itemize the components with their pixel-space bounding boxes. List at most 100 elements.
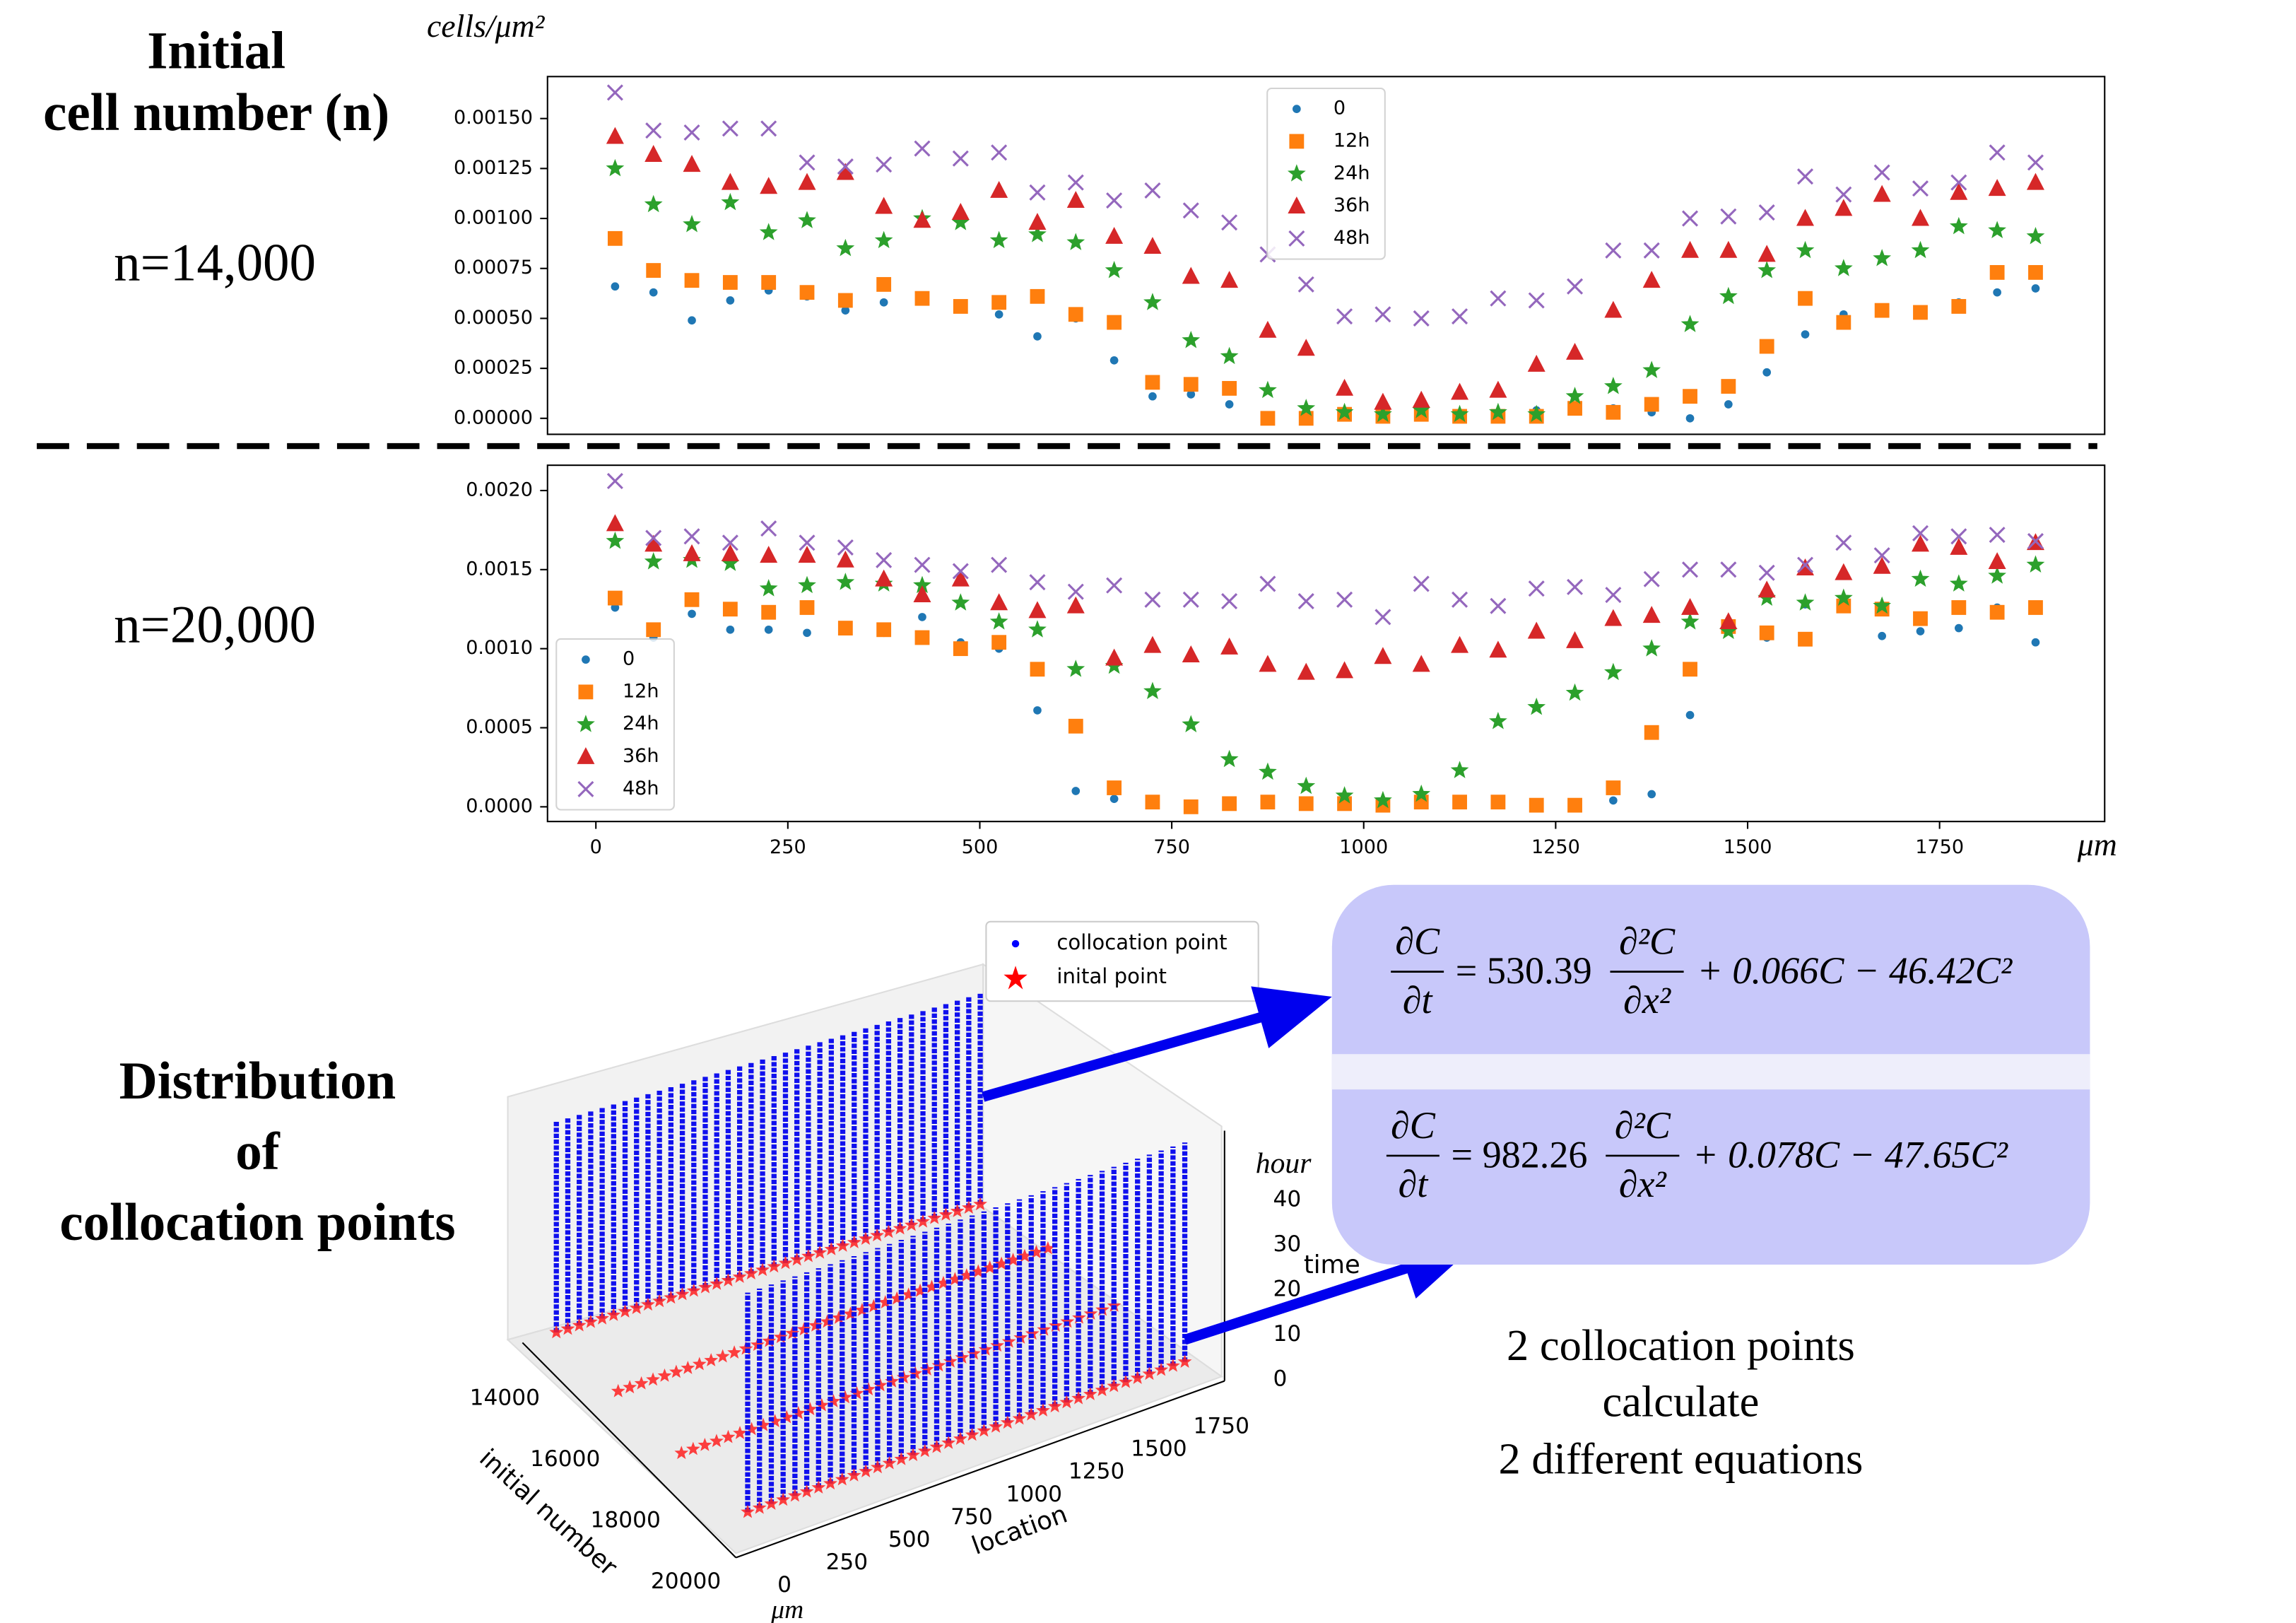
point (1071, 787, 1081, 795)
point (1220, 749, 1239, 768)
initial-point (808, 1318, 823, 1332)
point (1183, 377, 1199, 392)
initial-point (744, 1422, 759, 1436)
initial-point (1037, 1322, 1052, 1336)
initial-point (870, 1228, 885, 1242)
point (606, 514, 624, 532)
point (1988, 179, 2006, 197)
point (1336, 378, 1354, 396)
point (1222, 796, 1237, 812)
initial-point (1048, 1318, 1063, 1332)
distribution-title: collocation points (59, 1193, 455, 1252)
point (611, 282, 620, 291)
initial-point (953, 1431, 967, 1446)
point (1066, 233, 1085, 250)
point (1606, 404, 1621, 420)
initial-point (787, 1488, 802, 1502)
point (913, 575, 931, 594)
point (1954, 623, 1963, 633)
point (2027, 154, 2044, 171)
point (649, 288, 658, 297)
point (1029, 574, 1046, 591)
initial-point (1060, 1314, 1075, 1328)
point (1873, 556, 1891, 574)
initial-point (1040, 1241, 1055, 1255)
point (1259, 320, 1277, 338)
point (1950, 537, 1968, 555)
point (1187, 390, 1196, 399)
point (876, 551, 893, 568)
point (1412, 655, 1430, 672)
initial-point (652, 1294, 667, 1308)
initial-point (835, 1472, 849, 1486)
initial-point (681, 1360, 695, 1374)
initial-point (698, 1279, 712, 1294)
point (1835, 199, 1853, 216)
point (989, 612, 1008, 630)
point (1220, 637, 1239, 655)
fraction-num: ∂C (1395, 920, 1440, 963)
y-tick-label: 0.00050 (454, 307, 533, 329)
initial-point (1001, 1334, 1016, 1348)
point (953, 641, 968, 657)
point (683, 544, 701, 561)
point (1681, 240, 1700, 258)
point (1109, 356, 1119, 365)
point (1527, 404, 1546, 423)
point (1685, 710, 1695, 720)
legend-marker (1287, 164, 1306, 182)
point (1412, 400, 1431, 418)
point (1873, 249, 1892, 266)
point (1182, 266, 1200, 284)
equation-divider (1331, 1054, 2090, 1090)
point (1182, 202, 1199, 219)
initial-point (1142, 1366, 1157, 1381)
point (1297, 339, 1315, 356)
initial-point (1071, 1390, 1086, 1405)
initial-point (767, 1414, 782, 1428)
point (991, 144, 1008, 161)
initial-point (832, 1311, 846, 1324)
caption: 2 collocation points (1507, 1320, 1855, 1370)
point (1489, 380, 1507, 398)
point (803, 628, 811, 638)
point (1685, 414, 1695, 423)
initial-point (959, 1267, 974, 1282)
initial-point (733, 1426, 747, 1439)
initial-point (796, 1322, 811, 1336)
point (1680, 315, 1700, 332)
y-tick-label: 0.0010 (466, 637, 533, 659)
initial-point (849, 1385, 864, 1400)
point (760, 546, 778, 563)
point (1336, 308, 1353, 325)
point (1913, 305, 1928, 320)
x-tick-label: 750 (1153, 836, 1190, 858)
point (1528, 292, 1545, 309)
point (1489, 712, 1507, 730)
equation-rest: + 0.066C − 46.42C² (1697, 949, 2013, 992)
tick-label: 0 (1273, 1366, 1288, 1392)
point (1413, 575, 1430, 592)
legend-label: collocation point (1056, 930, 1227, 954)
legend-label: 36h (623, 745, 659, 767)
fraction-den: ∂x² (1619, 1163, 1667, 1205)
point (607, 590, 623, 606)
point (1989, 527, 2006, 544)
initial-point (776, 1492, 791, 1506)
point (1643, 570, 1660, 587)
distribution-title: Distribution (119, 1052, 396, 1111)
initial-point (978, 1342, 993, 1356)
point (1374, 392, 1392, 410)
initial-point (982, 1260, 997, 1274)
point (1066, 660, 1085, 677)
tick-label: 20000 (651, 1569, 721, 1594)
point (1298, 411, 1314, 426)
initial-point (955, 1350, 970, 1364)
initial-point (721, 1429, 736, 1443)
legend-marker (577, 746, 595, 764)
coefficient: = 982.26 (1452, 1134, 1588, 1176)
initial-point (973, 1197, 987, 1211)
initial-point (669, 1364, 683, 1378)
point (918, 613, 926, 621)
